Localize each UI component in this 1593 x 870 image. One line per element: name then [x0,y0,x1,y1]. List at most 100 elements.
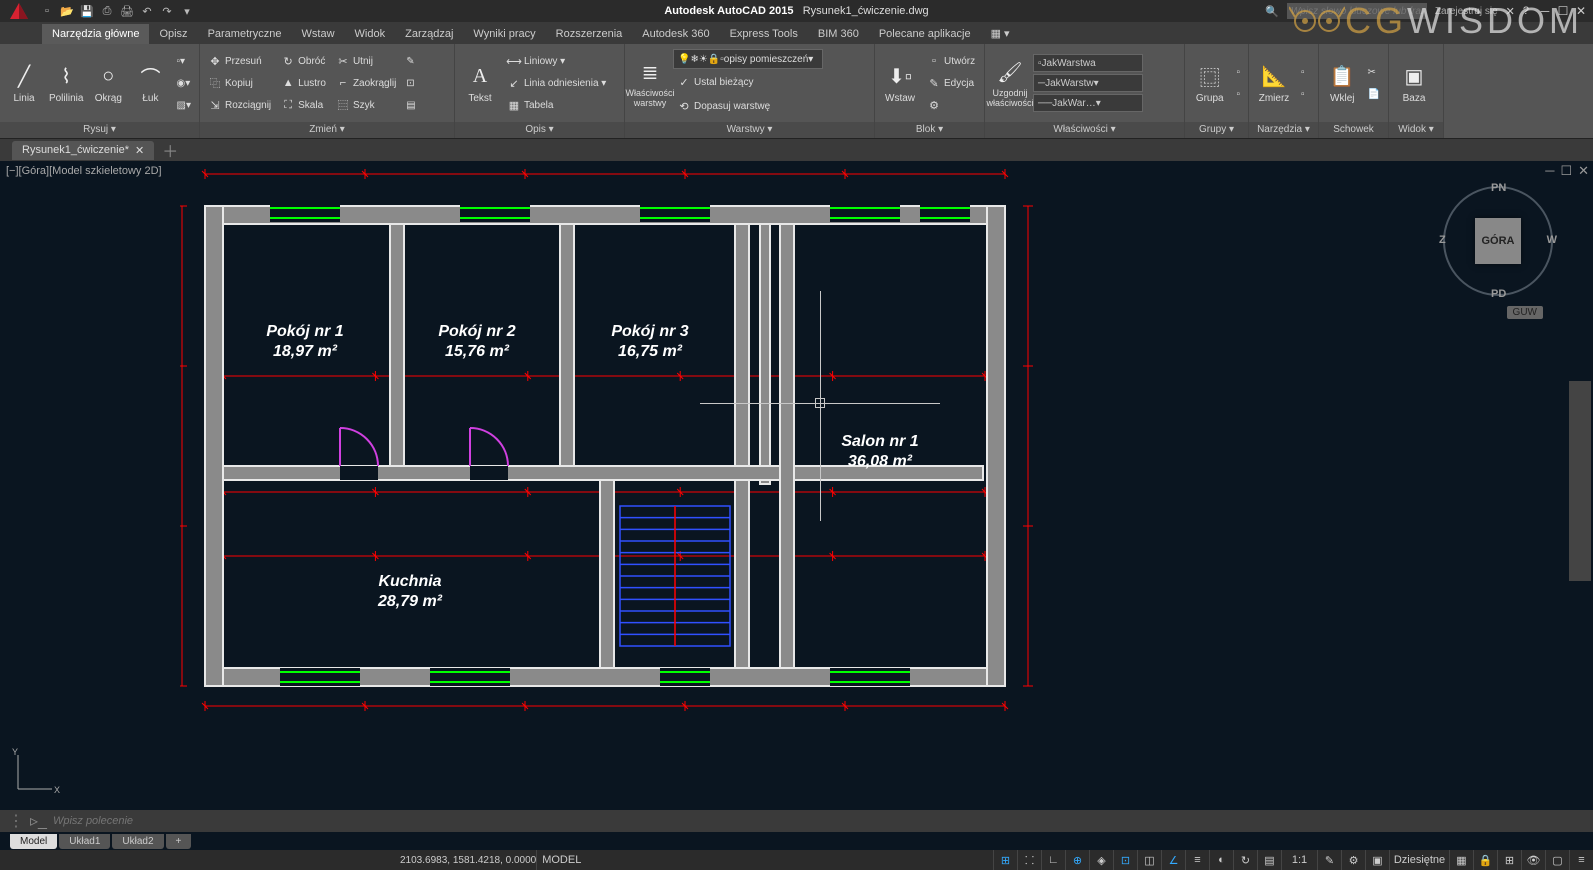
text-button[interactable]: ATekst [459,47,501,119]
viewport-label[interactable]: [−][Góra][Model szkieletowy 2D] [6,165,162,177]
rotate-button[interactable]: ↻Obróć [277,50,330,72]
tab-express[interactable]: Express Tools [720,24,808,44]
vp-min-icon[interactable]: ─ [1545,163,1554,179]
mirror-button[interactable]: ▲Lustro [277,72,330,94]
snap-toggle[interactable]: ⸬ [1017,850,1041,870]
line-button[interactable]: ╱Linia [4,47,44,119]
cmd-handle-icon[interactable]: ⋮ [8,811,24,831]
table-button[interactable]: ▦Tabela [503,94,610,116]
modify-fly1[interactable]: ✎ [402,50,419,72]
layer-combo[interactable]: 💡❄☀🔒▫ opisy pomieszczeń ▾ [673,49,823,69]
scale-display[interactable]: 1:1 [1281,850,1317,870]
command-input[interactable] [53,815,1585,827]
fillet-button[interactable]: ⌐Zaokrąglij [332,72,400,94]
clean-toggle[interactable]: ▢ [1545,850,1569,870]
base-view-button[interactable]: ▣Baza [1393,47,1435,119]
match-layer-button[interactable]: ⟲Dopasuj warstwę [673,95,823,117]
panel-block-title[interactable]: Blok ▾ [875,122,984,138]
create-block-button[interactable]: ▫Utwórz [923,50,979,72]
customize-toggle[interactable]: ≡ [1569,850,1593,870]
tab-parametric[interactable]: Parametryczne [198,24,292,44]
annoscale-toggle[interactable]: ✎ [1317,850,1341,870]
qat-save-icon[interactable]: 💾 [78,2,96,20]
group-fly2[interactable]: ▫ [1232,83,1244,105]
modify-fly2[interactable]: ⊡ [402,72,419,94]
layout-add-tab[interactable]: + [166,834,192,849]
draw-flyout1[interactable]: ▫▾ [173,50,195,72]
move-button[interactable]: ✥Przesuń [204,50,275,72]
panel-annotation-title[interactable]: Opis ▾ [455,122,624,138]
qat-open-icon[interactable]: 📂 [58,2,76,20]
otrack-toggle[interactable]: ∠ [1161,850,1185,870]
viewport[interactable]: [−][Góra][Model szkieletowy 2D] ─ ☐ ✕ Po… [0,161,1593,810]
cut-button[interactable]: ✂ [1364,61,1384,83]
arc-button[interactable]: ⌒Łuk [130,47,170,119]
tab-addins[interactable]: Rozszerzenia [546,24,633,44]
file-tab-active[interactable]: Rysunek1_ćwiczenie*✕ [12,141,154,160]
circle-button[interactable]: ○Okrąg [88,47,128,119]
model-space-button[interactable]: MODEL [536,850,586,870]
hardware-toggle[interactable]: ⊞ [1497,850,1521,870]
copy-clip-button[interactable]: 📄 [1364,83,1384,105]
group-button[interactable]: ⿴Grupa [1189,47,1230,119]
measure-button[interactable]: 📐Zmierz [1253,47,1295,119]
qat-undo-icon[interactable]: ↶ [138,2,156,20]
panel-clipboard-title[interactable]: Schowek [1319,122,1388,138]
viewcube[interactable]: GÓRA PN PD W Z [1443,186,1553,296]
paste-button[interactable]: 📋Wklej [1323,47,1362,119]
3dosnap-toggle[interactable]: ◫ [1137,850,1161,870]
vp-max-icon[interactable]: ☐ [1560,163,1572,179]
array-button[interactable]: ⿳Szyk [332,94,400,116]
stretch-button[interactable]: ⇲Rozciągnij [204,94,275,116]
vc-north[interactable]: PN [1491,182,1506,194]
edit-block-button[interactable]: ✎Edycja [923,72,979,94]
file-tab-close-icon[interactable]: ✕ [135,144,144,157]
tab-manage[interactable]: Zarządzaj [395,24,463,44]
util-fly2[interactable]: ▫ [1297,83,1309,105]
vc-south[interactable]: PD [1491,288,1506,300]
qat-print-icon[interactable]: 🖨 [118,2,136,20]
draw-flyout3[interactable]: ▨▾ [173,94,195,116]
isolate-toggle[interactable]: 👁 [1521,850,1545,870]
layer-props-button[interactable]: ≣Właściwości warstwy [629,47,671,119]
workspace-toggle[interactable]: ⚙ [1341,850,1365,870]
vc-east[interactable]: W [1547,234,1557,246]
iso-toggle[interactable]: ◈ [1089,850,1113,870]
grid-toggle[interactable]: ⊞ [993,850,1017,870]
vc-west[interactable]: Z [1439,234,1446,246]
panel-groups-title[interactable]: Grupy ▾ [1185,122,1248,138]
make-current-button[interactable]: ✓Ustal bieżący [673,71,823,93]
qat-saveas-icon[interactable]: ⎙ [98,2,116,20]
viewcube-face[interactable]: GÓRA [1475,218,1521,264]
transparency-toggle[interactable]: ◐ [1209,850,1233,870]
units-display[interactable]: Dziesiętne [1389,850,1449,870]
qat-new-icon[interactable]: ▫ [38,2,56,20]
tab-insert[interactable]: Wstaw [292,24,345,44]
tab-a360[interactable]: Autodesk 360 [632,24,719,44]
tab-output[interactable]: Wyniki pracy [463,24,545,44]
polyline-button[interactable]: ⌇Polilinia [46,47,86,119]
tab-annotate[interactable]: Opisz [149,24,197,44]
leader-button[interactable]: ↙Linia odniesienia ▾ [503,72,610,94]
qat-redo-icon[interactable]: ↷ [158,2,176,20]
tab-home[interactable]: Narzędzia główne [42,24,149,44]
lock-toggle[interactable]: 🔒 [1473,850,1497,870]
nav-bar[interactable] [1569,381,1591,581]
ortho-toggle[interactable]: ∟ [1041,850,1065,870]
panel-draw-title[interactable]: Rysuj ▾ [0,122,199,138]
layout2-tab[interactable]: Układ2 [112,834,163,849]
layout-model-tab[interactable]: Model [10,834,57,849]
draw-flyout2[interactable]: ◉▾ [173,72,195,94]
dim-linear-button[interactable]: ⟷Liniowy ▾ [503,50,610,72]
vp-close-icon[interactable]: ✕ [1578,163,1589,179]
scale-button[interactable]: ⛶Skala [277,94,330,116]
osnap-toggle[interactable]: ⊡ [1113,850,1137,870]
linetype-combo[interactable]: ── JakWar…▾ [1033,94,1143,112]
file-tab-add-button[interactable]: ＋ [162,138,178,162]
trim-button[interactable]: ✂Utnij [332,50,400,72]
tab-featured[interactable]: Polecane aplikacje [869,24,981,44]
insert-button[interactable]: ⬇▫Wstaw [879,47,921,119]
cycling-toggle[interactable]: ↻ [1233,850,1257,870]
viewcube-ucs[interactable]: GUW [1507,306,1543,319]
layout1-tab[interactable]: Układ1 [59,834,110,849]
